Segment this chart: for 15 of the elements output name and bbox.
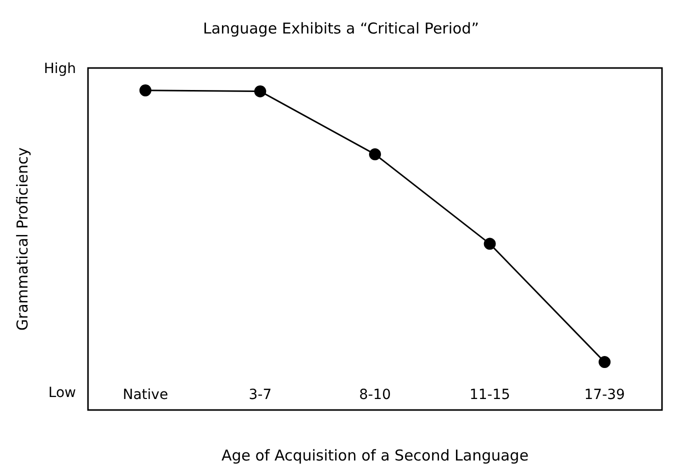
text: Low	[48, 385, 76, 401]
point	[139, 84, 152, 96]
x-tick-label: 3-7	[248, 387, 272, 403]
chart-title: Language Exhibits a “Critical Period”	[203, 20, 479, 38]
text: High	[44, 61, 76, 77]
x-tick-label: 17-39	[584, 387, 625, 403]
x-tick-label: Native	[122, 387, 168, 403]
x-tick-label: 8-10	[359, 387, 391, 403]
x-axis-title: Age of Acquisition of a Second Language	[221, 446, 529, 464]
x-tick-label: 11-15	[469, 387, 510, 403]
point	[254, 85, 266, 98]
point	[369, 148, 381, 160]
point	[484, 238, 496, 250]
point	[598, 356, 611, 368]
y-axis-title: Grammatical Proficiency	[14, 147, 32, 331]
